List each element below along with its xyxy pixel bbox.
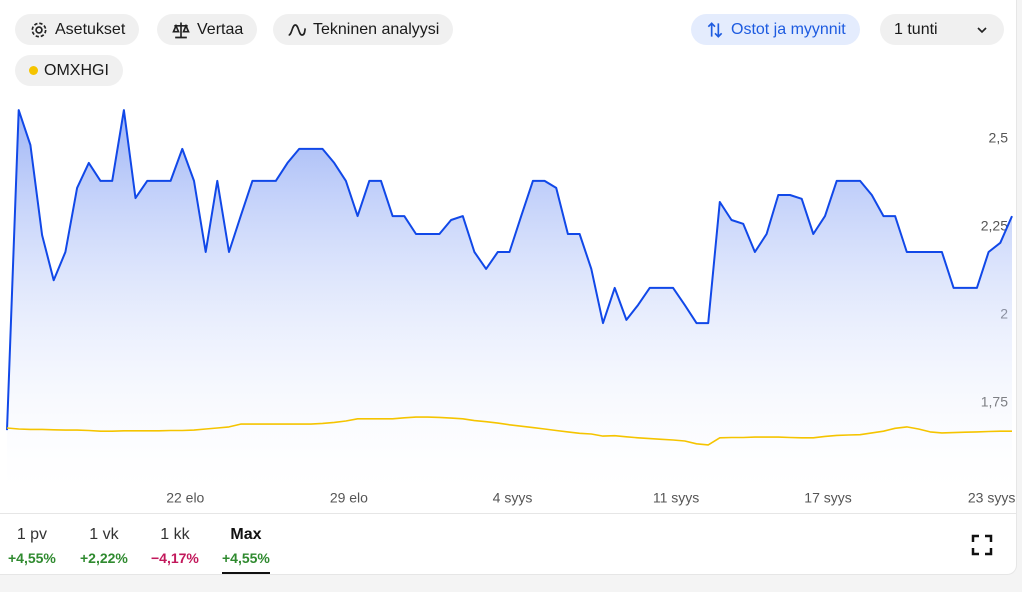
line	[6, 109, 1013, 431]
period-label: 1 pv	[16, 526, 48, 543]
x-tick-label: 23 syys	[968, 490, 1015, 506]
divider	[0, 513, 1016, 514]
chevron-icon	[977, 26, 987, 33]
period-change: −4,17%	[151, 550, 199, 566]
scale-icon	[172, 22, 190, 38]
arrows-icon	[707, 21, 723, 38]
button-label: Asetukset	[55, 20, 126, 38]
compare-button[interactable]: Vertaa	[157, 14, 258, 45]
select-label: 1 tunti	[894, 20, 938, 38]
x-tick-label: 22 elo	[166, 490, 204, 506]
area	[7, 110, 1012, 491]
trades-button[interactable]: Ostot ja myynnit	[691, 14, 860, 45]
button-label: Ostot ja myynnit	[731, 20, 846, 38]
wave-icon	[288, 23, 307, 36]
period-tab[interactable]: 1 kk −4,17%	[151, 526, 199, 566]
period-tab[interactable]: Max +4,55%	[222, 526, 270, 574]
button-label: Tekninen analyysi	[313, 20, 440, 38]
period-tab[interactable]: 1 vk +2,22%	[80, 526, 128, 566]
button-label: Vertaa	[197, 20, 244, 38]
period-label: 1 vk	[89, 526, 119, 543]
period-change: +4,55%	[222, 550, 270, 566]
technical-button[interactable]: Tekninen analyysi	[273, 14, 454, 45]
legend-chip[interactable]: OMXHGI	[15, 55, 123, 86]
y-tick-label: 2,25	[981, 218, 1008, 234]
legend-dot	[29, 66, 38, 75]
interval-select[interactable]: 1 tunti	[880, 14, 1004, 45]
period-change: +2,22%	[80, 550, 128, 566]
x-tick-label: 11 syys	[653, 490, 699, 506]
fullscreen-button[interactable]	[970, 533, 994, 557]
period-tab[interactable]: 1 pv +4,55%	[8, 526, 56, 566]
gear-icon	[31, 22, 47, 37]
legend-label: OMXHGI	[44, 61, 109, 79]
x-tick-label: 29 elo	[330, 490, 368, 506]
period-label: 1 kk	[160, 526, 190, 543]
settings-button[interactable]: Asetukset	[15, 14, 140, 45]
period-label: Max	[230, 526, 262, 543]
x-tick-label: 4 syys	[493, 490, 533, 506]
period-change: +4,55%	[8, 550, 56, 566]
line	[6, 416, 1012, 446]
y-tick-label: 2,5	[989, 130, 1009, 146]
x-tick-label: 17 syys	[804, 490, 851, 506]
